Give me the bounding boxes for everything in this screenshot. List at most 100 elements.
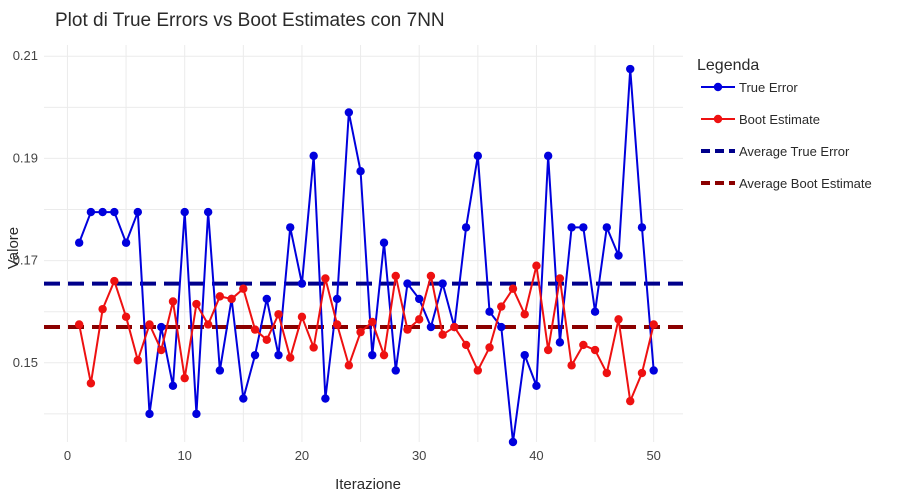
- data-point: [110, 276, 119, 286]
- data-point: [157, 322, 166, 332]
- data-point: [438, 279, 447, 288]
- data-point: [321, 394, 330, 403]
- legend-label: Average True Error: [739, 144, 850, 159]
- series-line: [78, 68, 655, 443]
- data-point: [110, 207, 119, 217]
- data-point: [215, 292, 225, 301]
- data-point: [520, 350, 529, 360]
- data-point: [98, 304, 107, 314]
- data-point: [485, 343, 494, 352]
- data-point: [215, 366, 225, 375]
- data-point: [649, 366, 658, 375]
- legend-key-marker: [713, 114, 723, 124]
- data-point: [121, 312, 131, 322]
- data-point: [262, 294, 271, 304]
- data-point: [497, 322, 506, 332]
- data-point: [286, 223, 295, 232]
- data-point: [332, 294, 342, 304]
- x-axis-label: Iterazione: [335, 476, 401, 491]
- data-point: [579, 223, 588, 232]
- legend-title: Legenda: [697, 57, 759, 74]
- data-point: [356, 327, 365, 337]
- data-point: [391, 271, 400, 281]
- data-point: [274, 350, 283, 360]
- data-point: [567, 361, 576, 370]
- data-point: [250, 325, 260, 334]
- data-point: [98, 207, 107, 217]
- y-tick-label: 0.19: [13, 150, 38, 165]
- legend-label: Average Boot Estimate: [739, 176, 872, 191]
- x-axis-ticks: 0 10 20 30 40 50: [64, 448, 661, 463]
- data-point: [145, 409, 154, 419]
- data-point: [133, 356, 142, 365]
- legend-label: Boot Estimate: [739, 112, 820, 127]
- data-point: [508, 284, 518, 293]
- data-point: [157, 345, 166, 355]
- data-point: [403, 279, 412, 288]
- data-point: [461, 340, 471, 350]
- data-point: [590, 345, 600, 355]
- data-point: [579, 340, 588, 350]
- data-point: [602, 223, 611, 232]
- x-tick-label: 20: [295, 448, 309, 463]
- data-point: [379, 238, 389, 247]
- data-point: [543, 345, 553, 355]
- data-point: [414, 294, 424, 304]
- y-axis-ticks: 0.15 0.17 0.19 0.21: [13, 48, 38, 370]
- data-point: [168, 297, 178, 306]
- data-point: [626, 64, 635, 74]
- x-tick-label: 40: [529, 448, 543, 463]
- data-point: [555, 274, 565, 283]
- data-point: [286, 353, 295, 362]
- data-point: [555, 338, 565, 347]
- y-tick-label: 0.21: [13, 48, 38, 63]
- data-point: [368, 317, 377, 327]
- data-point: [426, 271, 436, 281]
- x-tick-label: 0: [64, 448, 71, 463]
- data-point: [297, 312, 307, 322]
- data-point: [145, 320, 154, 329]
- data-point: [192, 299, 201, 309]
- data-point: [497, 302, 506, 311]
- legend-items: True Error Boot Estimate Average True Erro…: [701, 80, 872, 191]
- data-point: [133, 207, 142, 217]
- x-tick-label: 10: [177, 448, 191, 463]
- series-layer: [74, 64, 658, 447]
- data-point: [262, 335, 271, 345]
- y-tick-label: 0.17: [13, 253, 38, 268]
- data-point: [614, 251, 623, 260]
- data-point: [637, 223, 647, 232]
- data-point: [344, 361, 354, 370]
- data-point: [614, 315, 623, 324]
- data-point: [180, 373, 189, 383]
- y-tick-label: 0.15: [13, 355, 38, 370]
- data-point: [450, 322, 459, 332]
- data-point: [239, 394, 248, 403]
- data-point: [403, 325, 412, 334]
- data-point: [86, 379, 96, 388]
- data-point: [192, 409, 201, 419]
- chart-title: Plot di True Errors vs Boot Estimates co…: [55, 10, 445, 31]
- data-point: [356, 167, 365, 176]
- data-point: [168, 381, 178, 390]
- data-point: [473, 151, 483, 161]
- data-point: [74, 238, 84, 247]
- series-line: [78, 264, 655, 403]
- x-tick-label: 30: [412, 448, 426, 463]
- y-axis-label: Valore: [5, 227, 22, 269]
- data-point: [426, 322, 436, 332]
- data-point: [321, 274, 330, 283]
- data-point: [239, 284, 248, 293]
- x-tick-label: 50: [646, 448, 660, 463]
- data-point: [121, 238, 131, 247]
- data-point: [180, 207, 189, 217]
- data-point: [309, 343, 318, 352]
- data-point: [332, 320, 342, 329]
- data-point: [86, 207, 96, 217]
- data-point: [414, 315, 424, 324]
- data-point: [590, 307, 600, 316]
- data-point: [626, 396, 635, 406]
- data-point: [74, 320, 84, 329]
- data-point: [532, 381, 541, 390]
